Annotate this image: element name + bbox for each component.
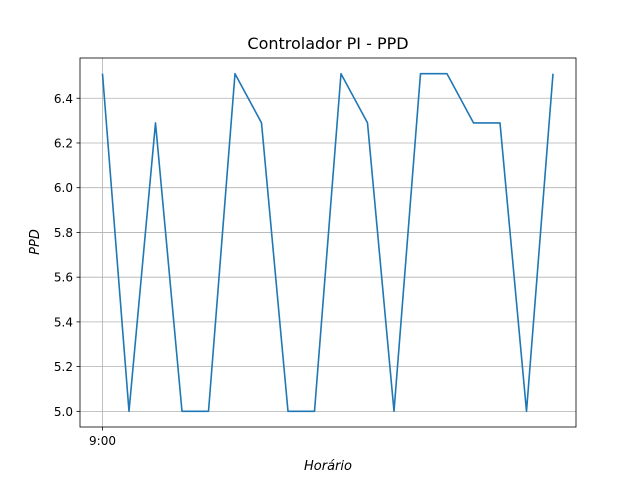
plot-area-frame [79,57,577,428]
y-axis-label: PPD [28,229,43,255]
x-tick-label: 9:00 [89,434,116,448]
x-axis-label: Horário [304,459,352,474]
series-layer [101,72,554,413]
y-tick-label: 5.8 [54,226,73,240]
y-tick-label: 6.4 [54,92,73,106]
y-tick-label: 6.2 [54,136,73,150]
axis-ticks: 5.0 5.2 5.4 5.6 5.8 6.0 6.2 6.4 9:00 [54,92,116,448]
series-line [101,72,554,413]
chart-title: Controlador PI - PPD [247,34,408,53]
y-tick-label: 5.2 [54,360,73,374]
y-tick-label: 6.0 [54,181,73,195]
y-tick-label: 5.4 [54,315,73,329]
y-tick-label: 5.6 [54,271,73,285]
y-tick-label: 5.0 [54,405,73,419]
